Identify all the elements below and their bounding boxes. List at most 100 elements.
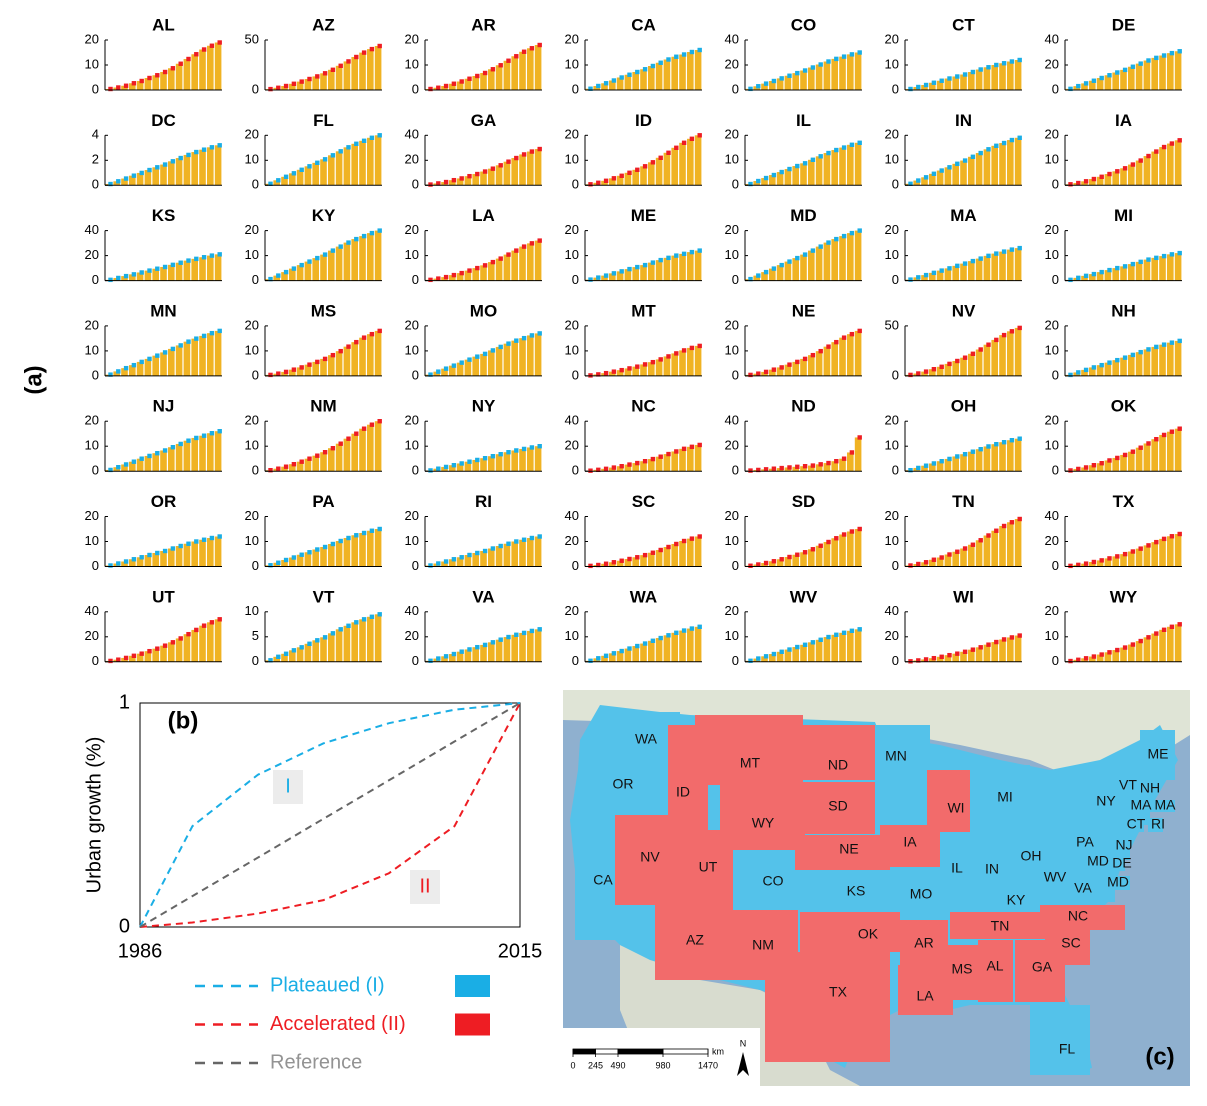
marker: [619, 173, 624, 178]
bar: [1014, 519, 1022, 567]
marker: [763, 81, 769, 86]
scale-segment: [617, 1048, 664, 1055]
bar: [312, 455, 319, 472]
marker: [1001, 440, 1007, 445]
marker: [1068, 372, 1073, 378]
bar: [1104, 174, 1112, 186]
state-region: [765, 952, 890, 1062]
bar: [991, 145, 998, 186]
marker: [802, 161, 808, 166]
bar: [694, 135, 702, 186]
y-tick-label: 0: [732, 81, 739, 96]
marker: [346, 240, 351, 245]
bar: [936, 461, 944, 472]
marker: [1099, 652, 1104, 657]
bar: [1104, 652, 1112, 662]
panel-label: (c): [1145, 1043, 1174, 1070]
bar: [1143, 349, 1151, 376]
marker: [818, 543, 823, 548]
bar: [952, 265, 959, 281]
bar: [663, 152, 671, 186]
marker: [307, 550, 312, 555]
bar: [160, 72, 167, 90]
bar: [1089, 465, 1096, 472]
marker: [194, 149, 199, 155]
marker: [490, 454, 496, 459]
marker: [947, 652, 952, 658]
marker: [1169, 534, 1175, 539]
marker: [619, 367, 624, 373]
marker: [116, 179, 121, 184]
marker: [108, 181, 113, 187]
y-tick-label: 20: [1045, 127, 1059, 142]
bar: [304, 79, 312, 90]
bar: [183, 341, 191, 376]
marker: [689, 249, 695, 255]
bar: [519, 51, 526, 90]
bar: [441, 656, 448, 662]
marker: [642, 164, 648, 169]
marker: [857, 328, 862, 334]
marker: [162, 69, 168, 75]
state-region: [1045, 930, 1090, 965]
marker: [276, 560, 281, 565]
marker: [923, 560, 929, 565]
marker: [1091, 176, 1097, 182]
marker: [482, 169, 488, 174]
panel-title: WA: [630, 587, 657, 606]
y-tick-label: 40: [405, 603, 419, 618]
state-label: DE: [1112, 855, 1131, 871]
bar: [1159, 147, 1166, 186]
marker: [763, 369, 769, 375]
state-region: [900, 920, 948, 965]
bar: [847, 630, 854, 662]
marker: [1130, 352, 1136, 358]
marker: [443, 464, 449, 470]
scale-segment: [662, 1048, 709, 1055]
marker: [1009, 438, 1015, 443]
marker: [849, 230, 855, 236]
marker: [978, 67, 983, 72]
marker: [588, 86, 593, 91]
bar: [769, 369, 776, 376]
y-tick-label: 10: [245, 533, 259, 548]
bar: [367, 233, 374, 281]
bar: [991, 444, 998, 472]
panel-title: MT: [631, 301, 656, 320]
y-tick-label: 40: [565, 413, 579, 428]
bar: [679, 350, 686, 376]
bar: [616, 175, 624, 186]
y-tick-label: 0: [572, 177, 579, 192]
bar: [800, 466, 807, 472]
bar: [191, 629, 198, 662]
y-tick-label: 0: [92, 653, 99, 668]
bar: [503, 161, 511, 186]
bar: [129, 83, 136, 90]
marker: [818, 154, 823, 159]
bar: [694, 345, 702, 376]
bar: [1014, 327, 1022, 376]
y-tick-label: 10: [885, 533, 899, 548]
marker: [443, 366, 449, 371]
bar: [464, 359, 472, 376]
bar: [207, 45, 214, 90]
state-label: MT: [740, 755, 761, 771]
y-tick-label: 10: [245, 247, 259, 262]
panel-title: AL: [152, 15, 175, 34]
y-tick-label: 0: [412, 367, 419, 382]
bar: [304, 643, 312, 662]
bar: [609, 653, 616, 662]
bar: [367, 616, 374, 662]
marker: [818, 348, 823, 354]
marker: [162, 350, 168, 355]
bar: [129, 559, 136, 567]
bar: [1089, 80, 1096, 90]
marker: [849, 142, 855, 147]
bar: [671, 255, 678, 281]
bar: [191, 152, 198, 186]
bar: [854, 629, 862, 662]
marker: [1122, 645, 1128, 650]
marker: [537, 627, 542, 632]
bar: [199, 49, 206, 90]
bar: [1151, 633, 1158, 662]
